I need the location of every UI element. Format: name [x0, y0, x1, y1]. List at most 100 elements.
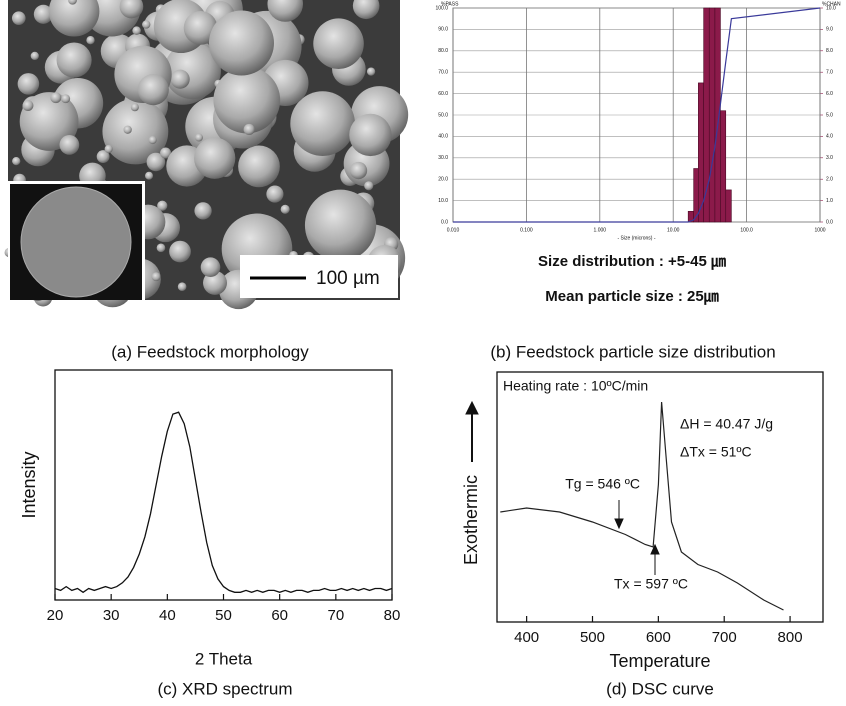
particle — [177, 282, 187, 292]
y-tick-label: 0.0 — [441, 219, 448, 225]
particle — [68, 0, 77, 5]
particle — [137, 74, 169, 106]
y2-tick-label: 2.0 — [826, 177, 833, 183]
y-tick-label: 50.0 — [438, 112, 448, 118]
data-line — [500, 401, 784, 611]
particle — [290, 91, 355, 156]
arrows — [465, 400, 660, 575]
particle — [352, 0, 380, 20]
annotation: Tx = 597 ºC — [614, 576, 688, 592]
particle — [213, 66, 281, 134]
bar — [725, 189, 732, 223]
y2-tick-label: 7.0 — [826, 70, 833, 76]
x-axis-label: 2 Theta — [195, 649, 253, 668]
particle — [313, 18, 364, 69]
caption: (a) Feedstock morphology — [111, 342, 309, 361]
particle — [183, 11, 218, 45]
y2-tick-label: 6.0 — [826, 91, 833, 97]
particle — [148, 136, 157, 145]
particle — [130, 103, 139, 112]
plot-frame — [54, 369, 393, 601]
y-tick-label: 80.0 — [438, 48, 448, 54]
y2-tick-label: 10.0 — [826, 5, 836, 11]
x-tick-label: 20 — [47, 607, 64, 624]
y2-tick-label: 8.0 — [826, 48, 833, 54]
y2-tick-label: 0.0 — [826, 219, 833, 225]
x-tick-label: 40 — [159, 607, 176, 624]
particle — [200, 257, 221, 278]
particle — [50, 92, 62, 104]
particle — [30, 51, 39, 61]
y2-tick-label: 4.0 — [826, 134, 833, 140]
x-axis-label: - Size (microns) - — [617, 235, 655, 241]
x-tick-label: 800 — [778, 629, 803, 646]
caption: (c) XRD spectrum — [157, 679, 292, 698]
particle — [364, 181, 374, 191]
particle — [266, 185, 284, 203]
particle — [267, 0, 303, 22]
particle — [194, 202, 212, 220]
particle — [145, 171, 154, 180]
particle — [194, 133, 203, 142]
particle — [17, 73, 40, 95]
x-tick-label: 70 — [327, 607, 344, 624]
x-tick-label: 100.0 — [740, 227, 753, 233]
bar — [720, 110, 727, 223]
particle — [349, 161, 368, 180]
particle — [194, 137, 236, 179]
annotation: Tg = 546 ºC — [565, 476, 640, 492]
x-tick-label: 500 — [580, 629, 605, 646]
y-axis-label: Exothermic — [461, 475, 481, 565]
x-axis-label: Temperature — [609, 651, 710, 671]
particle — [349, 113, 392, 157]
particle — [12, 157, 21, 166]
exo-arrow-head — [465, 400, 479, 415]
tx-arrow-head — [650, 543, 660, 555]
y2-tick-label: 5.0 — [826, 112, 833, 118]
particle — [61, 94, 71, 104]
y-tick-label: 90.0 — [438, 27, 448, 33]
inset-particle — [20, 186, 132, 298]
particle — [56, 42, 92, 78]
particle — [156, 243, 166, 253]
y-tick-label: 30.0 — [438, 155, 448, 161]
y-tick-label: 60.0 — [438, 91, 448, 97]
y-tick-label: 100.0 — [435, 5, 448, 11]
particle — [102, 98, 169, 165]
bar — [708, 7, 716, 223]
caption: (d) DSC curve — [606, 679, 714, 698]
particle — [280, 204, 290, 214]
y-axis-label: Intensity — [19, 451, 39, 518]
x-tick-label: 0.010 — [447, 227, 460, 233]
x-tick-label: 600 — [646, 629, 671, 646]
particle — [142, 20, 151, 29]
particle — [22, 100, 34, 111]
x-tick-label: 10.00 — [667, 227, 680, 233]
annotation: Heating rate : 10ºC/min — [503, 378, 648, 394]
x-tick-label: 0.100 — [520, 227, 533, 233]
particle — [238, 145, 280, 188]
annotation: Size distribution : +5-45 ㎛ — [538, 253, 726, 271]
particle — [208, 10, 274, 76]
particle — [366, 67, 376, 76]
particle — [11, 11, 26, 25]
data-line — [54, 411, 393, 594]
particle — [19, 92, 79, 151]
particle — [86, 36, 95, 45]
particle — [169, 240, 191, 263]
x-tick-label: 30 — [103, 607, 120, 624]
cumulative-line — [453, 7, 821, 223]
x-tick-label: 400 — [514, 629, 539, 646]
x-tick-label: 60 — [271, 607, 288, 624]
x-tick-label: 700 — [712, 629, 737, 646]
caption: (b) Feedstock particle size distribution — [490, 342, 775, 361]
particle — [123, 125, 132, 134]
y2-tick-label: 9.0 — [826, 27, 833, 33]
y-tick-label: 20.0 — [438, 177, 448, 183]
particle — [59, 134, 80, 155]
particle — [33, 4, 53, 24]
annotation: ΔH = 40.47 J/g — [680, 416, 773, 432]
particle — [146, 152, 166, 172]
x-tick-label: 1000 — [814, 227, 825, 233]
